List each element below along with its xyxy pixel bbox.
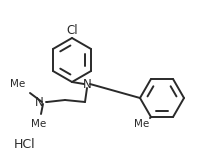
Text: N: N (82, 77, 91, 91)
Text: Me: Me (10, 79, 25, 89)
Text: N: N (35, 96, 44, 108)
Text: Cl: Cl (66, 24, 77, 36)
Text: Me: Me (133, 119, 148, 129)
Text: Me: Me (31, 119, 46, 129)
Text: HCl: HCl (14, 137, 35, 151)
